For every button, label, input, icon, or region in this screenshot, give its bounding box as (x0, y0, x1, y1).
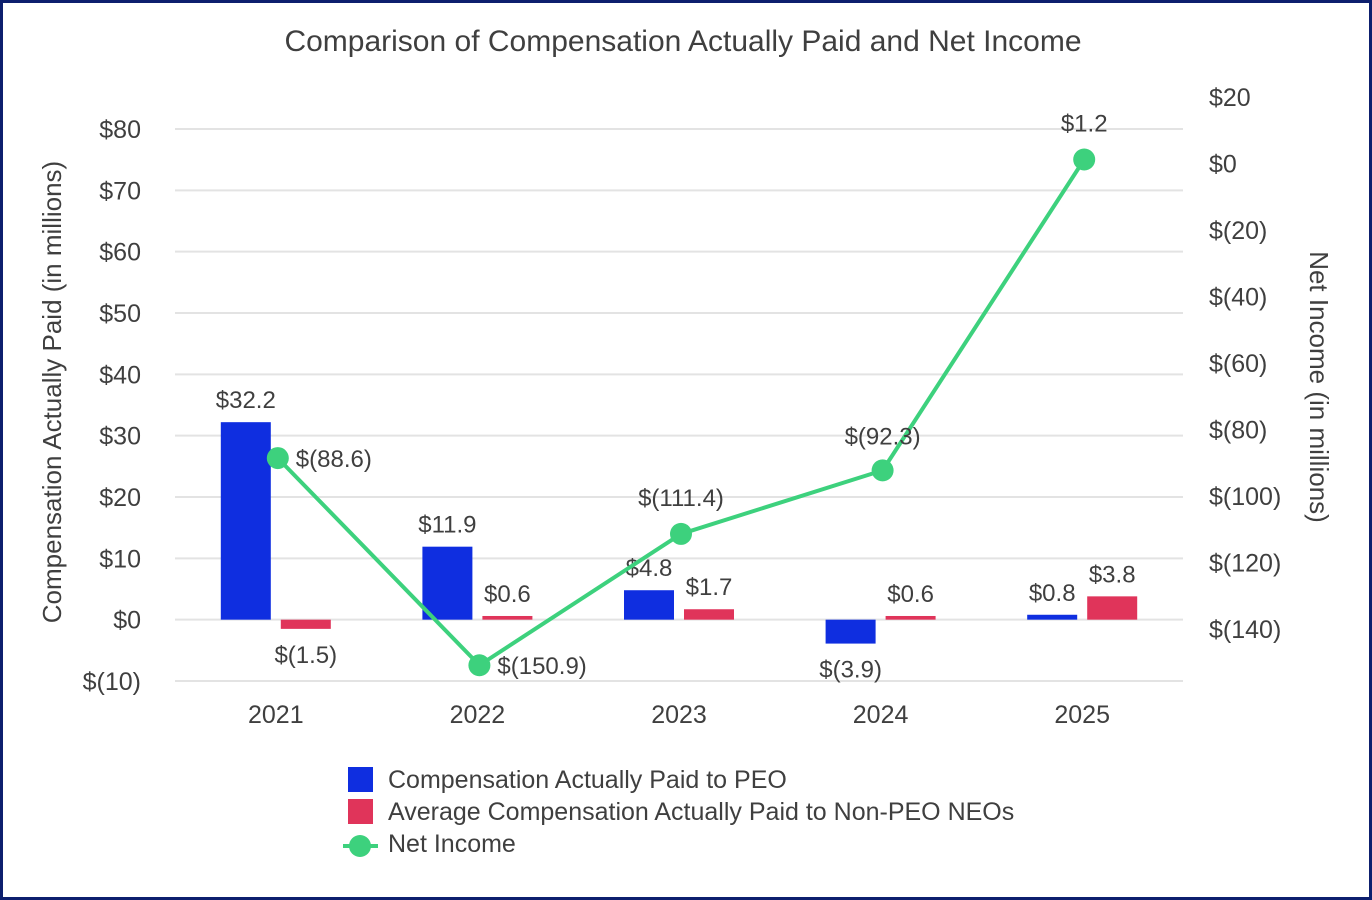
bar-label-non-peo: $1.7 (686, 574, 733, 601)
net-income-label: $(111.4) (638, 485, 724, 512)
left-tick-label: $60 (99, 239, 141, 267)
bar-peo (624, 590, 674, 620)
net-income-point (871, 459, 894, 482)
x-tick-label: 2025 (1054, 701, 1110, 729)
bar-peo (825, 619, 876, 644)
bar-non-peo (1087, 596, 1138, 620)
bar-label-peo: $4.8 (626, 555, 673, 582)
left-tick-label: $20 (99, 484, 141, 512)
legend-swatch-net-income-marker (349, 835, 371, 857)
bar-label-peo: $(3.9) (819, 657, 882, 684)
right-tick-label: $20 (1209, 84, 1251, 112)
x-tick-label: 2024 (853, 701, 909, 729)
right-tick-label: $(140) (1209, 616, 1281, 644)
bar-label-non-peo: $0.6 (887, 581, 934, 608)
net-income-point (266, 447, 289, 470)
line-series-group: $(88.6) $(150.9) $(111.4) $(92.3) $1.2 (266, 111, 1108, 680)
right-tick-label: $(100) (1209, 483, 1281, 511)
net-income-label: $1.2 (1061, 111, 1108, 138)
x-axis-ticks: 2021 2022 2023 2024 2025 (248, 701, 1110, 729)
right-tick-label: $(60) (1209, 350, 1267, 378)
left-tick-label: $0 (113, 607, 141, 635)
bar-peo (422, 546, 473, 620)
legend-label-peo: Compensation Actually Paid to PEO (388, 766, 787, 794)
bar-label-non-peo: $(1.5) (274, 642, 337, 669)
left-tick-label: $80 (99, 116, 141, 144)
bar-label-peo: $11.9 (418, 512, 476, 539)
bar-non-peo (885, 615, 936, 620)
chart-svg: Comparison of Compensation Actually Paid… (37, 25, 1334, 858)
net-income-label: $(92.3) (845, 423, 921, 450)
x-tick-label: 2021 (248, 701, 304, 729)
right-axis-label: Net Income (in millions) (1304, 251, 1334, 523)
net-income-point (1073, 148, 1096, 171)
left-tick-label: $50 (99, 300, 141, 328)
left-axis-label: Compensation Actually Paid (in millions) (37, 161, 67, 623)
bar-peo (1027, 614, 1078, 620)
legend-swatch-peo (348, 767, 373, 792)
legend-swatch-neo (348, 799, 373, 824)
bar-label-peo: $32.2 (216, 387, 276, 414)
right-tick-label: $(40) (1209, 284, 1267, 312)
gridlines (175, 128, 1183, 682)
right-axis-ticks: $20 $0 $(20) $(40) $(60) $(80) $(100) $(120) $(1… (1209, 84, 1281, 644)
bar-label-peo: $0.8 (1029, 580, 1076, 607)
legend-label-net-income: Net Income (388, 830, 516, 858)
left-tick-label: $(10) (83, 668, 141, 696)
net-income-line (276, 158, 1086, 668)
right-tick-label: $(20) (1209, 217, 1267, 245)
bar-label-non-peo: $3.8 (1089, 561, 1136, 588)
bar-non-peo (684, 609, 734, 620)
bar-peo (220, 422, 271, 620)
chart-title: Comparison of Compensation Actually Paid… (284, 25, 1081, 58)
bar-non-peo (280, 619, 331, 629)
left-tick-label: $10 (99, 545, 141, 573)
legend: Compensation Actually Paid to PEO Averag… (343, 766, 1014, 858)
right-tick-label: $(120) (1209, 550, 1281, 578)
left-tick-label: $70 (99, 177, 141, 205)
bar-series-group: $32.2 $11.9 $4.8 $(3.9) $0.8 $(1.5) $0.6 $1.7 $0… (216, 387, 1138, 684)
x-tick-label: 2023 (651, 701, 707, 729)
legend-label-neo: Average Compensation Actually Paid to No… (388, 798, 1014, 826)
left-tick-label: $40 (99, 361, 141, 389)
left-tick-label: $30 (99, 423, 141, 451)
net-income-point (670, 522, 692, 545)
net-income-label: $(150.9) (497, 653, 586, 680)
bar-label-non-peo: $0.6 (484, 581, 531, 608)
x-tick-label: 2022 (450, 701, 506, 729)
net-income-label: $(88.6) (296, 446, 372, 473)
right-tick-label: $0 (1209, 151, 1237, 179)
bar-non-peo (482, 615, 533, 620)
net-income-point (468, 654, 491, 677)
right-tick-label: $(80) (1209, 417, 1267, 445)
left-axis-ticks: $(10) $0 $10 $20 $30 $40 $50 $60 $70 $80 (83, 116, 141, 696)
